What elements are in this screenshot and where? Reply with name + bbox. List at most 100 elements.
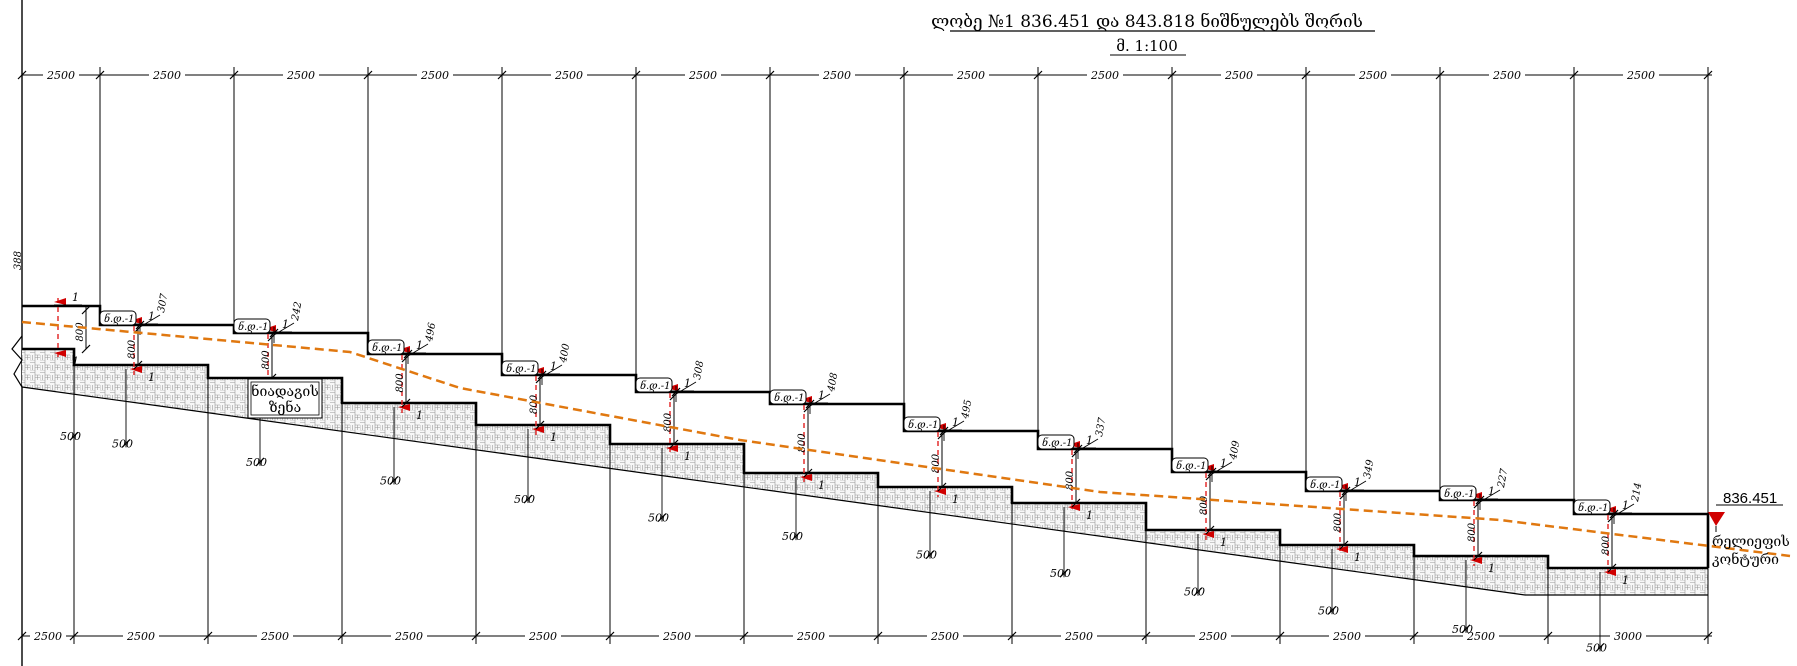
slope-value: 1 [148, 310, 155, 323]
bottom-dimension-label: 2500 [796, 630, 825, 643]
step-rise-label: 349 [1362, 458, 1376, 479]
bottom-dimension-label: 2500 [930, 630, 959, 643]
bottom-dimension-label: 2500 [1332, 630, 1361, 643]
slope-flag-icon [800, 474, 812, 481]
footing-dimension-label: 500 [1184, 586, 1205, 599]
top-dimension-label: 2500 [1358, 69, 1387, 82]
step-labels: 1 1 800 1 1 ნ.დ.-1 307 800 1 1 ნ.დ.-1 242 800 1 1 ნ.დ.-… [54, 291, 1644, 587]
slope-value: 1 [1086, 509, 1093, 522]
slope-flag-icon [1470, 557, 1482, 564]
slope-value: 1 [818, 479, 825, 492]
slope-value: 1 [952, 416, 959, 429]
slope-value: 1 [1086, 434, 1093, 447]
slope-base-line [21, 386, 1526, 596]
footing-dimension-label: 500 [782, 530, 803, 543]
step-height-label: 800 [395, 373, 406, 393]
slope-value: 1 [282, 318, 289, 331]
bottom-dimension-label: 2500 [33, 630, 62, 643]
step-rise-label: 308 [692, 360, 706, 381]
top-dimension-label: 2500 [46, 69, 75, 82]
bottom-dimension-label: 2500 [662, 630, 691, 643]
footing-dimension-label: 500 [60, 430, 81, 443]
bottom-dimension-label: 2500 [126, 630, 155, 643]
slope-flag-icon [130, 366, 142, 373]
relief-tag-line-2: კონტური [1712, 550, 1779, 568]
slope-value: 1 [148, 371, 155, 384]
slope-value: 1 [1488, 562, 1495, 575]
ground-profile-line [21, 320, 1791, 558]
footing-dimension-label: 500 [648, 512, 669, 525]
wall-base-profile [22, 347, 1708, 570]
step-code-label: ნ.დ.-1 [506, 363, 537, 375]
top-dimension-label: 2500 [554, 69, 583, 82]
elevation-value: 836.451 [1723, 490, 1777, 507]
footing-dimension-label: 500 [246, 456, 267, 469]
top-dimension-label: 2500 [822, 69, 851, 82]
soil-hatch-area [22, 349, 1708, 595]
step-height-label: 800 [1467, 522, 1478, 542]
top-dimension-label: 2500 [286, 69, 315, 82]
step-rise-label: 409 [1228, 439, 1242, 461]
footing-dimension-label: 500 [1318, 604, 1339, 617]
top-dimension-label: 2500 [956, 69, 985, 82]
step-height-label: 800 [75, 322, 86, 342]
bottom-dimension-label: 2500 [528, 630, 557, 643]
slope-value: 1 [1354, 551, 1361, 564]
slope-flag-icon [54, 350, 66, 357]
soil-tag-line-1: ნიადაგის [251, 382, 318, 400]
step-height-label: 800 [1333, 512, 1344, 532]
slope-value: 1 [1354, 476, 1361, 489]
slope-flag-icon [1202, 531, 1214, 538]
break-line-symbol [11, 335, 23, 388]
step-code-label: ნ.დ.-1 [238, 321, 269, 333]
elevation-mark: 836.451 [1708, 490, 1783, 532]
title-text: ლობე №1 836.451 და 843.818 ნიშნულებს შორ… [931, 12, 1363, 32]
slope-value: 1 [550, 360, 557, 373]
step-code-label: ნ.დ.-1 [1176, 460, 1207, 472]
drawing-title: ლობე №1 836.451 და 843.818 ნიშნულებს შორ… [931, 12, 1375, 56]
step-rise-label: 495 [960, 399, 974, 421]
step-height-label: 800 [127, 339, 138, 359]
slope-flag-icon [934, 488, 946, 495]
top-dimension-label: 2500 [1492, 69, 1521, 82]
footing-dimension-label: 500 [514, 493, 535, 506]
slope-value: 1 [550, 431, 557, 444]
top-corner-number: 388 [13, 251, 24, 270]
bottom-dimension-label: 3000 [1614, 630, 1642, 643]
step-height-label: 800 [931, 453, 942, 473]
bottom-dimension-label: 2500 [260, 630, 289, 643]
slope-value: 1 [1488, 485, 1495, 498]
footing-dimension-label: 500 [916, 549, 937, 562]
step-rise-label: 400 [558, 342, 572, 364]
bottom-dimension-label: 2500 [1466, 630, 1495, 643]
slope-value: 1 [1622, 499, 1629, 512]
bottom-dimension-label: 2500 [1198, 630, 1227, 643]
step-code-label: ნ.დ.-1 [1310, 479, 1341, 491]
slope-flag-icon [666, 445, 678, 452]
soil-tag-line-2: ზენა [269, 398, 301, 416]
step-height-label: 800 [261, 350, 272, 370]
dimension-lines: 2500 2500 2500 2500 2500 2500 2500 2500 2500 2500… [17, 67, 1713, 654]
top-dimension-label: 2500 [1224, 69, 1253, 82]
slope-flag-icon [532, 426, 544, 433]
footing-dimension-label: 500 [112, 437, 133, 450]
bottom-dimension-label: 2500 [394, 630, 423, 643]
step-code-label: ნ.დ.-1 [1042, 437, 1073, 449]
slope-value: 1 [684, 377, 691, 390]
step-rise-label: 496 [424, 321, 438, 343]
step-height-label: 800 [1065, 470, 1076, 490]
step-height-label: 800 [663, 412, 674, 432]
slope-flag-icon [1336, 546, 1348, 553]
step-code-label: ნ.დ.-1 [1578, 502, 1609, 514]
soil-tag: ნიადაგის ზენა [247, 378, 323, 419]
slope-value: 1 [818, 389, 825, 402]
step-rise-label: 242 [290, 301, 304, 323]
footing-dimension-label: 500 [380, 474, 401, 487]
top-dimension-label: 2500 [1090, 69, 1119, 82]
slope-flag-icon [54, 298, 66, 305]
step-height-label: 800 [797, 433, 808, 453]
slope-flag-icon [1604, 569, 1616, 576]
slope-value: 1 [1622, 574, 1629, 587]
step-height-label: 800 [529, 394, 540, 414]
